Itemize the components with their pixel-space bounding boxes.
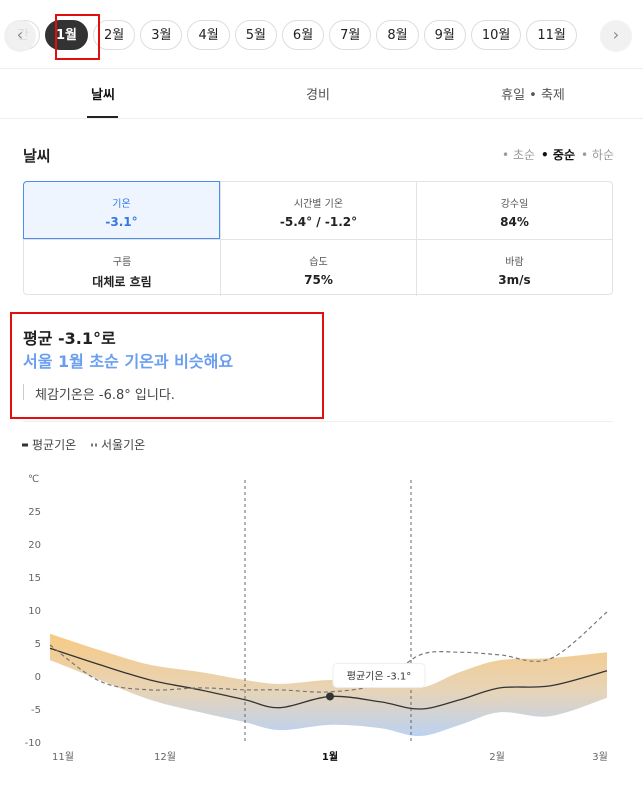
- period-option[interactable]: • 중순: [541, 148, 575, 162]
- x-tick-label: 3월: [592, 751, 608, 763]
- month-chip[interactable]: 9월: [423, 20, 466, 50]
- month-chip[interactable]: 7월: [329, 20, 372, 50]
- stat-label: 시간별 기온: [293, 199, 344, 210]
- series-line: [49, 611, 608, 693]
- x-tick-label: 1월: [322, 751, 338, 763]
- legend-label: 평균기온: [32, 438, 76, 452]
- month-chip[interactable]: 5월: [234, 20, 277, 50]
- stat-value: -3.1°: [105, 215, 138, 229]
- stat-cell[interactable]: 기온 -3.1°: [23, 181, 220, 239]
- x-tick-label: 11월: [52, 751, 74, 763]
- stat-value: 75%: [304, 273, 333, 287]
- y-tick-label: 5: [35, 639, 41, 650]
- period-option[interactable]: • 초순: [502, 148, 536, 162]
- stat-label: 기온: [112, 199, 131, 210]
- stat-value: -5.4° / -1.2°: [279, 215, 358, 229]
- stat-label: 습도: [309, 257, 328, 268]
- summary-subline: 서울 1월 초순 기온과 비슷해요: [23, 352, 234, 371]
- prev-arrow[interactable]: ‹: [4, 20, 36, 52]
- divider: [0, 118, 643, 119]
- x-tick-label: 2월: [489, 751, 505, 763]
- tab[interactable]: 휴일 • 축제: [501, 88, 565, 103]
- month-chip[interactable]: 6월: [281, 20, 325, 50]
- quote-bar: [23, 384, 24, 400]
- y-unit-label: ℃: [28, 474, 39, 485]
- tab[interactable]: 경비: [306, 88, 330, 103]
- stat-label: 강수일: [500, 199, 529, 210]
- stat-label: 바람: [505, 257, 524, 268]
- period-option[interactable]: • 하순: [581, 148, 614, 162]
- stat-value: 84%: [500, 215, 529, 229]
- y-tick-label: 10: [28, 606, 41, 617]
- y-tick-label: 0: [35, 672, 41, 683]
- stat-value: 3m/s: [498, 273, 531, 287]
- tooltip-box: [332, 662, 426, 688]
- y-tick-label: 20: [28, 540, 41, 551]
- stat-cell[interactable]: 바람 3m/s: [416, 239, 612, 296]
- stat-cell[interactable]: 습도 75%: [220, 239, 416, 296]
- month-chip[interactable]: 1월: [44, 20, 88, 50]
- y-tick-label: -5: [31, 705, 41, 716]
- legend-label: 서울기온: [101, 438, 145, 452]
- tooltip-label: 평균기온 -3.1°: [347, 670, 412, 682]
- stat-cell[interactable]: 시간별 기온 -5.4° / -1.2°: [220, 182, 416, 239]
- tooltip: 평균기온 -3.1°: [332, 662, 426, 688]
- divider: [23, 421, 613, 422]
- month-chip[interactable]: 2월: [92, 20, 136, 50]
- stat-value: 대체로 흐림: [92, 275, 152, 289]
- chart: 평균기온 서울기온 ℃ 25 20 15 10 5 0 -5 -10 11월 12월 1월 2월 3월 평균기온…: [22, 438, 608, 763]
- divider: [0, 68, 643, 69]
- period-label: 중순: [552, 148, 575, 162]
- month-chips: 간1월2월3월4월5월6월7월8월9월10월11월: [6, 20, 577, 50]
- temperature-band: [50, 633, 607, 737]
- month-chip[interactable]: 8월: [376, 20, 419, 50]
- period-label: 초순: [512, 148, 536, 162]
- highlight-point: [326, 692, 334, 701]
- stat-cell[interactable]: 강수일 84%: [416, 182, 612, 239]
- y-tick-label: 25: [28, 507, 41, 518]
- y-tick-label: 15: [28, 573, 41, 584]
- summary-headline: 평균 -3.1°로: [23, 329, 116, 348]
- highlight-box: [10, 312, 324, 419]
- month-chip[interactable]: 3월: [140, 20, 183, 50]
- period-selector: • 초순 • 중순 • 하순: [502, 146, 614, 163]
- tab[interactable]: 날씨: [91, 88, 115, 103]
- stat-label: 구름: [112, 257, 132, 268]
- x-tick-label: 12월: [154, 751, 176, 763]
- tab-underline: [87, 116, 118, 118]
- month-chip[interactable]: 11월: [526, 20, 577, 50]
- period-label: 하순: [591, 148, 614, 162]
- next-arrow[interactable]: ›: [600, 20, 632, 52]
- month-chip[interactable]: 10월: [470, 20, 522, 50]
- month-chip[interactable]: 4월: [187, 20, 230, 50]
- highlight-box: [55, 14, 100, 60]
- section-title: 날씨: [23, 147, 51, 165]
- summary-note: 체감기온은 -6.8° 입니다.: [35, 388, 175, 403]
- y-tick-label: -10: [25, 738, 41, 749]
